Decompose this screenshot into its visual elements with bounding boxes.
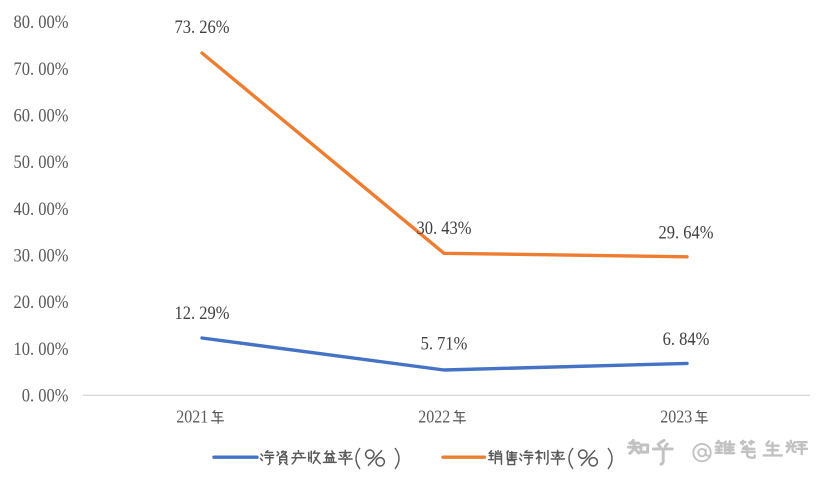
svg-text:40. 00%: 40. 00% [14,198,69,219]
svg-text:10. 00%: 10. 00% [14,338,69,359]
svg-text:30. 43%: 30. 43% [417,217,472,238]
svg-text:2023: 2023 [660,407,692,427]
svg-text:60. 00%: 60. 00% [14,105,69,126]
svg-text:12. 29%: 12. 29% [175,302,230,323]
svg-text:6. 84%: 6. 84% [663,328,710,349]
svg-text:80. 00%: 80. 00% [14,11,69,32]
svg-text:70. 00%: 70. 00% [14,58,69,79]
svg-text:0. 00%: 0. 00% [22,385,69,406]
svg-text:5. 71%: 5. 71% [421,333,468,354]
svg-text:2021: 2021 [176,407,208,427]
svg-text:20. 00%: 20. 00% [14,291,69,312]
svg-text:30. 00%: 30. 00% [14,245,69,266]
svg-text:29. 64%: 29. 64% [659,222,714,243]
svg-text:73. 26%: 73. 26% [175,16,230,37]
svg-text:2022: 2022 [418,407,450,427]
svg-text:50. 00%: 50. 00% [14,151,69,172]
